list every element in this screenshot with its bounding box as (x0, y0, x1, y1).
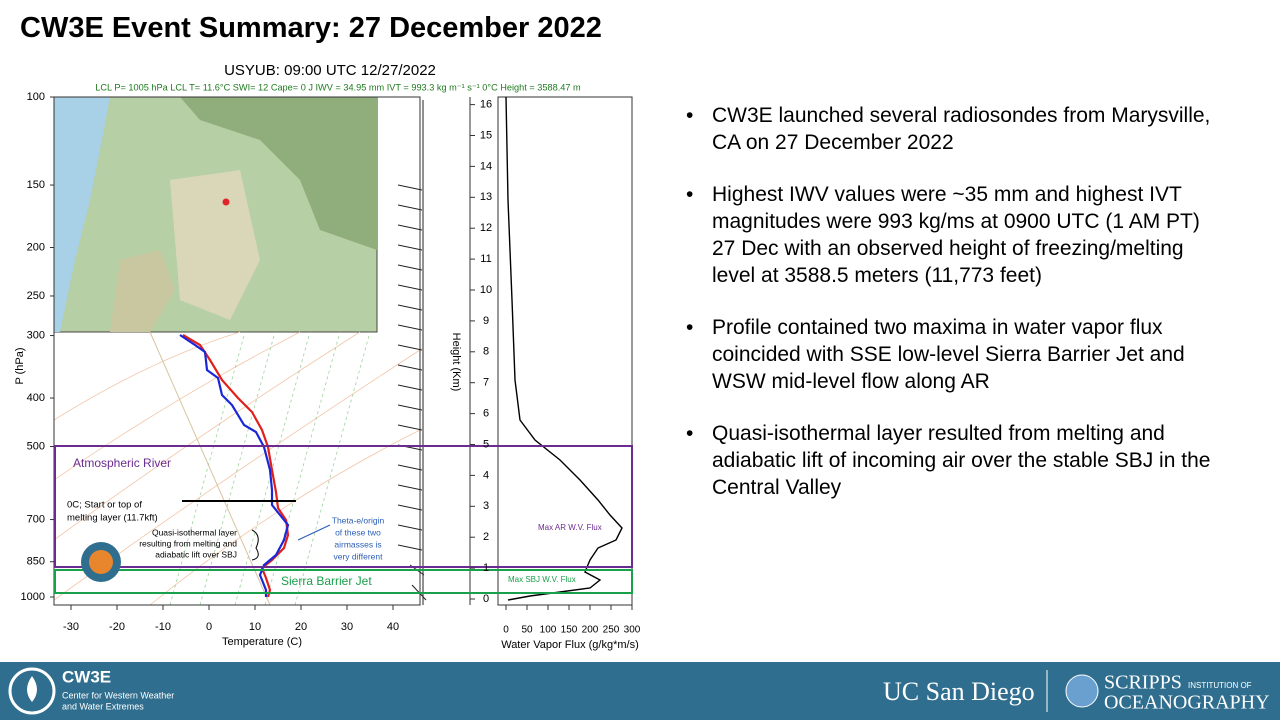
pressure-tick-label: 150 (27, 179, 45, 191)
x-axis-label: Temperature (C) (222, 636, 302, 648)
cw3e-logo-inner (89, 550, 113, 574)
slide-title: CW3E Event Summary: 27 December 2022 (20, 12, 602, 44)
scripps-name: SCRIPPS (1104, 672, 1182, 694)
isothermal-bracket (251, 529, 259, 561)
sbj-label: Sierra Barrier Jet (281, 574, 372, 588)
height-tick-label: 5 (483, 438, 489, 450)
thetae-label: of these two (335, 527, 381, 537)
cw3e-drop (27, 676, 37, 702)
height-tick-label: 10 (480, 284, 492, 296)
flux-tick-label: 300 (624, 625, 641, 636)
melting-label: 0C; Start or top of (67, 500, 142, 511)
height-tick-label: 6 (483, 408, 489, 420)
height-tick-label: 0 (483, 593, 489, 605)
parcel-line (149, 331, 271, 606)
footer-band: CW3E Center for Western Weather and Wate… (0, 662, 1280, 720)
height-tick-label: 14 (480, 160, 492, 172)
height-tick-label: 3 (483, 500, 489, 512)
temp-tick-label: -10 (155, 621, 171, 633)
height-tick-label: 16 (480, 99, 492, 111)
map-inset (53, 96, 378, 333)
height-tick-label: 9 (483, 315, 489, 327)
flux-frame (497, 96, 633, 606)
bullet: Highest IWV values were ~35 mm and highe… (686, 181, 1226, 289)
mixing-ratio-lines (169, 331, 371, 606)
flux-tick-label: 50 (521, 625, 533, 636)
cw3e-name: CW3E (62, 667, 111, 686)
skewt-chart: USYUB: 09:00 UTC 12/27/2022 LCL P= 1005 h… (14, 62, 641, 651)
footer-graphics: CW3E Center for Western Weather and Wate… (8, 667, 1270, 715)
wind-barbs (397, 100, 427, 605)
pressure-tick-label: 400 (27, 392, 45, 404)
flux-tick-label: 0 (503, 625, 509, 636)
chart-stats: LCL P= 1005 hPa LCL T= 11.6°C SWI= 12 Ca… (95, 82, 581, 92)
height-tick-label: 4 (483, 469, 489, 481)
temp-tick-label: -20 (109, 621, 125, 633)
isothermal-label: Quasi-isothermal layer (152, 527, 237, 537)
height-tick-label: 11 (480, 253, 491, 265)
pressure-tick-label: 700 (27, 513, 45, 525)
ucsd-logo: UC San Diego (883, 677, 1035, 706)
pressure-tick-label: 1000 (21, 591, 45, 603)
pressure-tick-label: 850 (27, 556, 45, 568)
scripps-sub: INSTITUTION OF (1188, 681, 1252, 690)
bullet: CW3E launched several radiosondes from M… (686, 102, 1226, 156)
height-axis-label: Height (Km) (450, 333, 462, 392)
thetae-label: Theta-e/origin (332, 515, 385, 525)
temp-tick-label: 30 (341, 621, 353, 633)
bullet: Profile contained two maxima in water va… (686, 314, 1226, 395)
thetae-label: airmasses is (334, 539, 381, 549)
flux-tick-label: 100 (540, 625, 557, 636)
chart-title: USYUB: 09:00 UTC 12/27/2022 (224, 62, 436, 79)
pressure-tick-label: 300 (27, 329, 45, 341)
thetae-arrow (297, 524, 331, 541)
isothermal-label: adiabatic lift over SBJ (155, 549, 237, 559)
temp-tick-label: -30 (63, 621, 79, 633)
height-tick-label: 12 (480, 222, 492, 234)
flux-profile (505, 96, 623, 601)
height-tick-label: 2 (483, 531, 489, 543)
flux-tick-label: 150 (561, 625, 578, 636)
height-tick-label: 7 (483, 377, 489, 389)
bullet-list: CW3E launched several radiosondes from M… (686, 102, 1226, 526)
temp-tick-label: 0 (206, 621, 212, 633)
flux-tick-label: 200 (582, 625, 599, 636)
height-tick-label: 1 (483, 562, 489, 574)
pressure-tick-label: 250 (27, 290, 45, 302)
cw3e-logo (8, 667, 56, 715)
sbj-max-label: Max SBJ W.V. Flux (508, 575, 576, 584)
dewpoint-profile (179, 334, 290, 597)
pressure-tick-label: 500 (27, 440, 45, 452)
dry-adiabats (53, 331, 421, 606)
height-tick-label: 13 (480, 191, 492, 203)
cw3e-org-line: Center for Western Weather (62, 690, 174, 700)
temp-tick-label: 20 (295, 621, 307, 633)
ar-max-label: Max AR W.V. Flux (538, 523, 602, 532)
isothermal-label: resulting from melting and (139, 538, 237, 548)
height-tick-label: 8 (483, 346, 489, 358)
pressure-tick-label: 100 (27, 91, 45, 103)
ar-label: Atmospheric River (73, 456, 171, 470)
temp-tick-label: 10 (249, 621, 261, 633)
plot-frame (53, 96, 421, 606)
flux-axis-label: Water Vapor Flux (g/kg*m/s) (501, 639, 639, 651)
melting-label: melting layer (11.7kft) (67, 513, 158, 524)
temp-tick-label: 40 (387, 621, 399, 633)
bullet: Quasi-isothermal layer resulted from mel… (686, 420, 1226, 501)
scripps-oceanography: OCEANOGRAPHY (1104, 692, 1270, 714)
ar-box (54, 445, 633, 568)
flux-tick-label: 250 (603, 625, 620, 636)
y-axis-label: P (hPa) (14, 347, 26, 384)
thetae-label: very different (334, 551, 384, 561)
scripps-globe (1065, 674, 1099, 708)
cw3e-org-line: and Water Extremes (62, 701, 144, 711)
sbj-box (54, 569, 633, 594)
height-tick-label: 15 (480, 129, 492, 141)
pressure-tick-label: 200 (27, 241, 45, 253)
